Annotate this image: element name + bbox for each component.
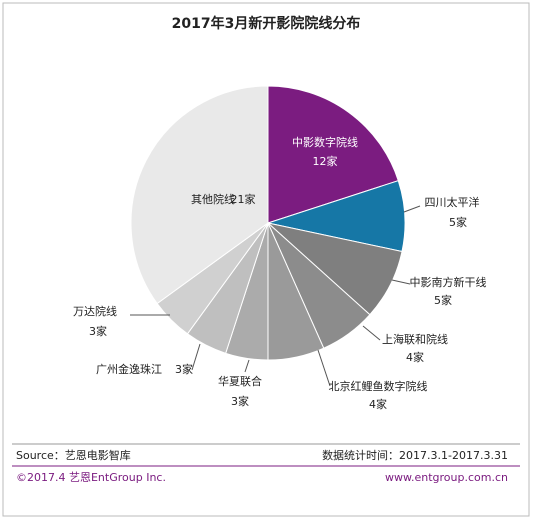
- chart-title: 2017年3月新开影院院线分布: [172, 15, 361, 32]
- leader-line: [191, 343, 201, 371]
- period: 数据统计时间：2017.3.1-2017.3.31: [322, 448, 508, 462]
- leader-line: [317, 349, 331, 387]
- slice-label: 上海联和院线: [382, 332, 448, 346]
- value-label: 3家: [89, 324, 107, 338]
- leader-line: [244, 359, 250, 373]
- source: Source：艺恩电影智库: [16, 448, 131, 462]
- pie-slice: [267, 85, 399, 224]
- value-label: 4家: [369, 397, 387, 411]
- slice-label: 中影数字院线: [292, 135, 358, 149]
- slice-label: 万达院线: [73, 304, 117, 318]
- slice-label: 四川太平洋: [425, 195, 480, 209]
- value-label: 4家: [406, 350, 424, 364]
- slice-label: 广州金逸珠江: [96, 362, 162, 376]
- value-label: 12家: [313, 154, 338, 168]
- slice-label: 华夏联合: [218, 374, 262, 388]
- copyright: ©2017.4 艺恩EntGroup Inc.: [16, 471, 166, 484]
- leader-line: [403, 205, 421, 213]
- website: www.entgroup.com.cn: [385, 471, 508, 484]
- value-label: 21家: [231, 192, 256, 206]
- value-label: 5家: [449, 215, 467, 229]
- leader-line: [391, 279, 411, 285]
- slice-label: 其他院线: [191, 192, 235, 206]
- leader-line: [362, 325, 381, 341]
- slice-label: 北京红鲤鱼数字院线: [329, 379, 428, 393]
- value-label: 3家: [175, 362, 193, 376]
- pie-slice: [130, 85, 269, 305]
- value-label: 5家: [434, 293, 452, 307]
- value-label: 3家: [231, 394, 249, 408]
- slice-label: 中影南方新干线: [410, 275, 487, 289]
